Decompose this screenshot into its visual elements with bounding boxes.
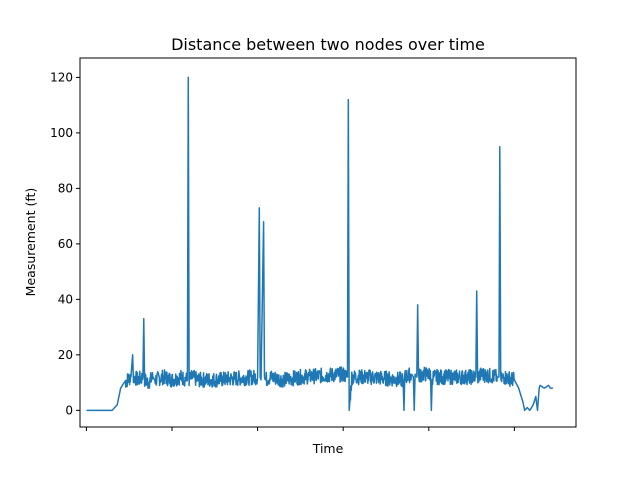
y-tick-label: 100 (50, 126, 73, 140)
x-axis-label: Time (312, 441, 344, 456)
y-tick-label: 120 (50, 70, 73, 84)
y-tick-label: 20 (58, 348, 73, 362)
axes-frame (79, 57, 577, 428)
plot-area (86, 76, 554, 412)
series-line (86, 76, 554, 412)
y-tick-label: 60 (58, 237, 73, 251)
chart-title: Distance between two nodes over time (171, 35, 485, 54)
y-tick-label: 80 (58, 181, 73, 195)
y-axis-label: Measurement (ft) (23, 188, 38, 297)
y-tick-label: 40 (58, 292, 73, 306)
x-axis-ticks (85, 427, 515, 431)
y-axis-ticks: 0 20 40 60 80 100 120 (50, 70, 80, 417)
y-tick-label: 0 (65, 403, 73, 417)
